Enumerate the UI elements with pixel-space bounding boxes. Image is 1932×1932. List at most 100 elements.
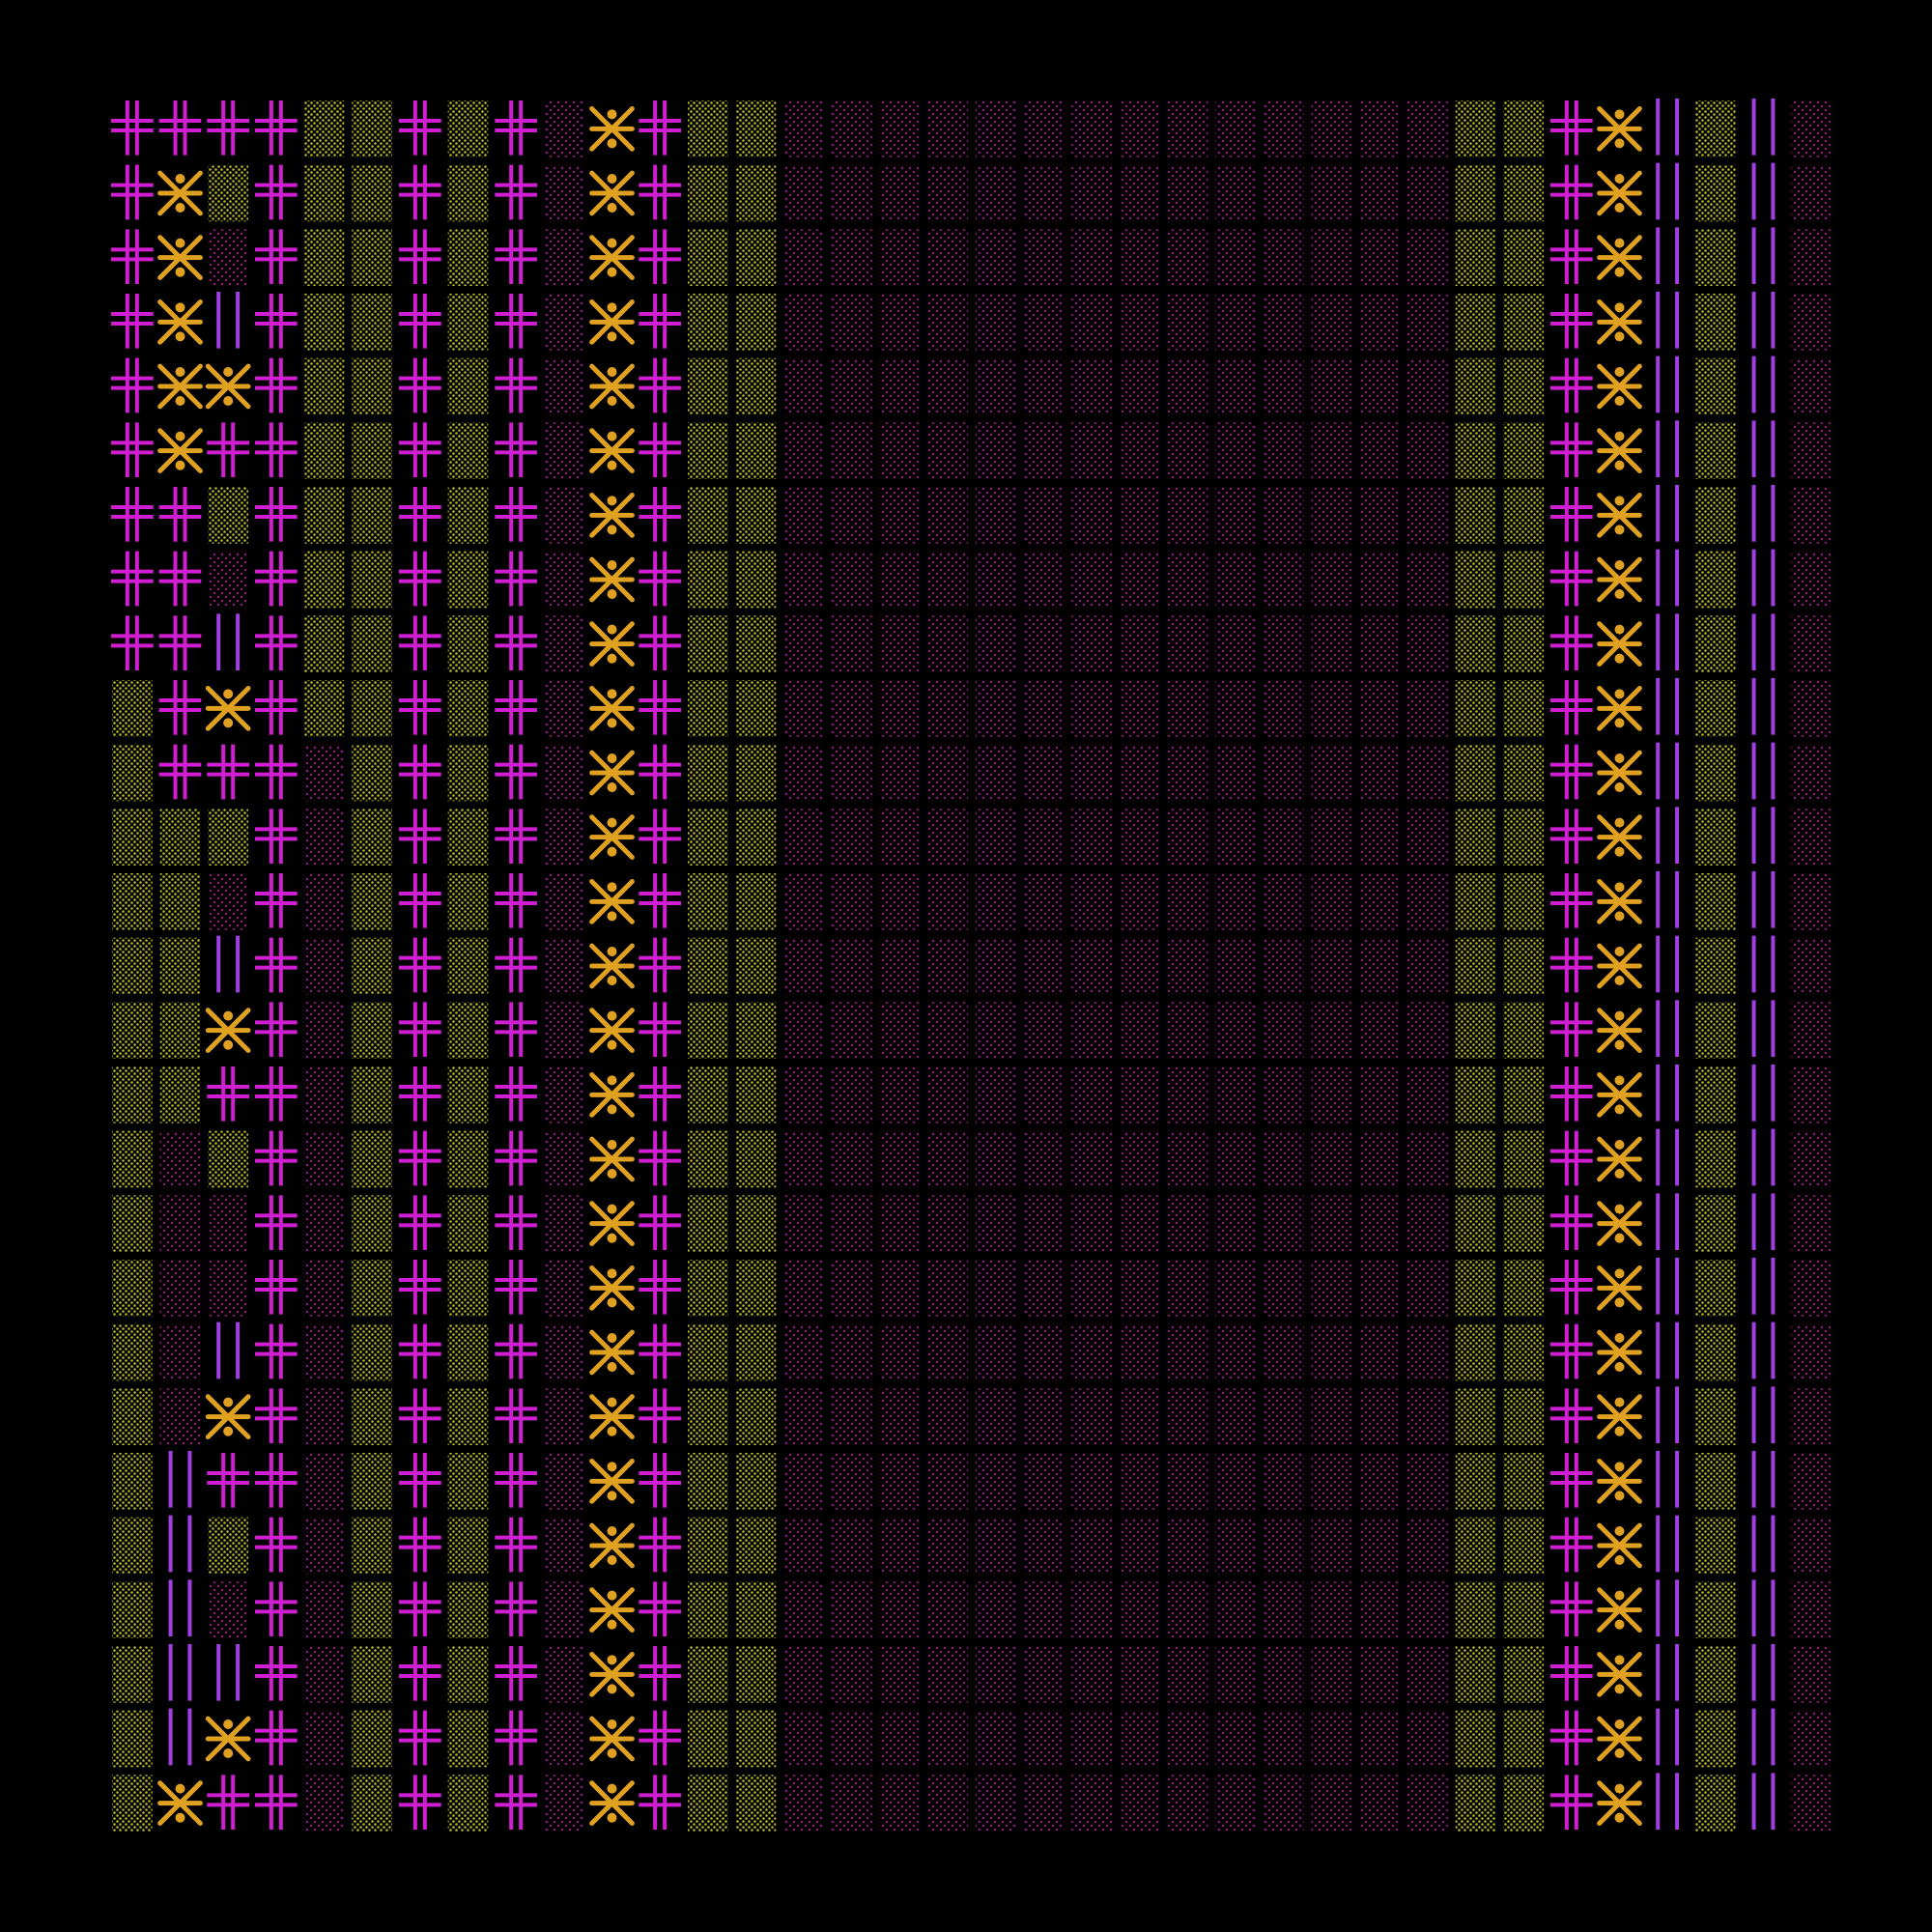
asterisk-circle-icon	[1597, 492, 1642, 538]
dot-field-magenta	[1167, 744, 1208, 802]
dot-field-magenta	[927, 1388, 968, 1445]
dot-field-magenta	[1359, 357, 1400, 415]
dot-field-olive	[688, 744, 728, 802]
dot-field-olive	[735, 1195, 777, 1252]
dot-field-olive	[735, 1646, 777, 1703]
double-cross-icon	[495, 1775, 537, 1830]
dot-field-magenta	[927, 744, 968, 802]
dot-field-olive	[159, 809, 201, 866]
double-bar-icon	[1656, 935, 1680, 993]
dot-field-magenta	[1264, 1453, 1304, 1510]
dot-field-olive	[735, 680, 777, 737]
dot-field-magenta	[783, 680, 824, 737]
dot-field-magenta	[1791, 680, 1832, 737]
dot-field-magenta	[544, 1066, 584, 1123]
dot-field-magenta	[544, 1323, 584, 1381]
dot-field-olive	[1503, 744, 1544, 802]
dot-field-magenta	[1311, 744, 1352, 802]
dot-field-magenta	[1407, 422, 1448, 479]
dot-field-magenta	[1167, 1130, 1208, 1188]
dot-field-olive	[735, 1710, 777, 1768]
dot-field-magenta	[1023, 1710, 1065, 1768]
dot-field-olive	[352, 1002, 392, 1059]
double-bar-icon	[216, 1321, 241, 1379]
asterisk-circle-icon	[589, 1329, 635, 1376]
double-cross-icon	[399, 1388, 441, 1443]
double-cross-icon	[255, 680, 298, 735]
dot-field-olive	[1503, 1775, 1544, 1832]
dot-field-magenta	[1791, 294, 1832, 351]
dot-field-magenta	[783, 1323, 824, 1381]
dot-field-magenta	[1120, 1388, 1160, 1445]
dot-field-magenta	[1071, 1646, 1112, 1703]
double-cross-icon	[158, 615, 202, 670]
double-cross-icon	[207, 1775, 249, 1830]
dot-field-magenta	[1215, 164, 1256, 222]
dot-field-magenta	[1215, 1323, 1256, 1381]
dot-field-magenta	[208, 873, 248, 930]
dot-field-magenta	[1359, 1260, 1400, 1317]
double-cross-icon	[495, 1260, 537, 1315]
dot-field-magenta	[1407, 551, 1448, 609]
dot-field-olive	[1503, 229, 1544, 286]
dot-field-magenta	[1215, 680, 1256, 737]
dot-field-magenta	[879, 1775, 921, 1832]
dot-field-olive	[447, 1260, 489, 1317]
double-cross-icon	[255, 1453, 298, 1508]
dot-field-magenta	[1359, 1195, 1400, 1252]
dot-field-olive	[1695, 1002, 1736, 1059]
dot-field-olive	[735, 1066, 777, 1123]
dot-field-olive	[1503, 1710, 1544, 1768]
dot-field-magenta	[1311, 1646, 1352, 1703]
dot-field-olive	[688, 873, 728, 930]
dot-field-olive	[112, 744, 153, 802]
dot-field-magenta	[783, 1710, 824, 1768]
dot-field-magenta	[1071, 1775, 1112, 1832]
double-cross-icon	[1550, 100, 1593, 156]
asterisk-circle-icon	[1597, 685, 1642, 731]
dot-field-magenta	[1215, 1581, 1256, 1638]
dot-field-magenta	[879, 487, 921, 544]
dot-field-magenta	[879, 1517, 921, 1575]
dot-field-magenta	[927, 229, 968, 286]
double-cross-icon	[639, 615, 681, 670]
dot-field-magenta	[1359, 680, 1400, 737]
dot-field-magenta	[976, 1323, 1016, 1381]
double-cross-icon	[255, 809, 298, 864]
dot-field-olive	[1695, 744, 1736, 802]
double-bar-icon	[1656, 1000, 1680, 1057]
double-cross-icon	[1550, 1195, 1593, 1250]
dot-field-magenta	[1407, 1646, 1448, 1703]
dot-field-magenta	[1023, 487, 1065, 544]
asterisk-circle-icon	[1597, 1394, 1642, 1440]
dot-field-magenta	[1359, 487, 1400, 544]
dot-field-olive	[735, 487, 777, 544]
dot-field-magenta	[1167, 1066, 1208, 1123]
dot-field-olive	[112, 937, 153, 995]
dot-field-magenta	[1120, 229, 1160, 286]
dot-field-magenta	[1071, 680, 1112, 737]
dot-field-olive	[1503, 422, 1544, 479]
dot-field-magenta	[303, 1710, 345, 1768]
double-cross-icon	[399, 422, 441, 477]
double-cross-icon	[495, 1066, 537, 1122]
dot-field-magenta	[879, 1066, 921, 1123]
dot-field-olive	[688, 164, 728, 222]
dot-field-olive	[303, 422, 345, 479]
dot-field-magenta	[783, 1581, 824, 1638]
dot-field-olive	[352, 1388, 392, 1445]
double-cross-icon	[639, 229, 681, 284]
dot-field-olive	[447, 487, 489, 544]
double-bar-icon	[1656, 678, 1680, 735]
dot-field-magenta	[1167, 1260, 1208, 1317]
double-cross-icon	[255, 487, 298, 542]
dot-field-magenta	[783, 873, 824, 930]
dot-field-magenta	[1120, 1002, 1160, 1059]
dot-field-magenta	[783, 357, 824, 415]
dot-field-olive	[1455, 487, 1496, 544]
asterisk-circle-icon	[1597, 170, 1642, 216]
dot-field-olive	[688, 551, 728, 609]
dot-field-olive	[112, 1388, 153, 1445]
dot-field-olive	[735, 1517, 777, 1575]
asterisk-circle-icon	[589, 492, 635, 538]
